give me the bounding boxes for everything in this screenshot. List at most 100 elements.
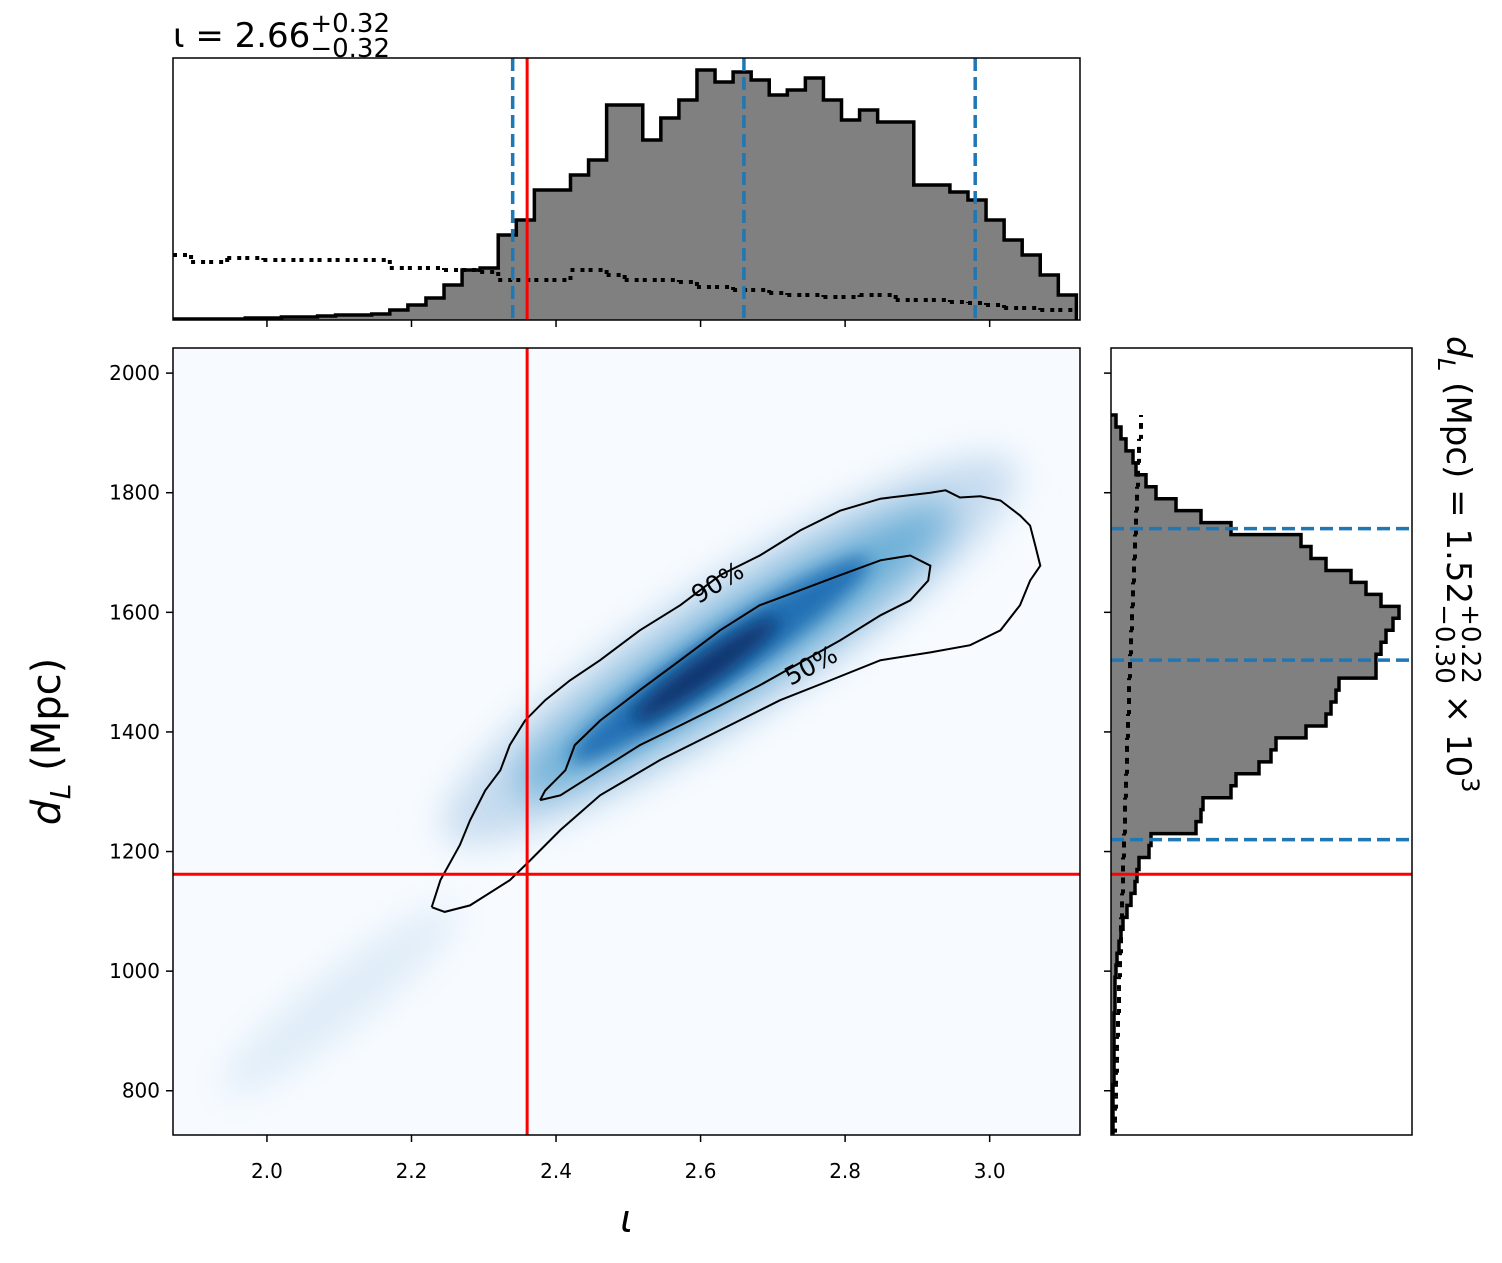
right-label-sup: +0.22 — [1455, 604, 1485, 684]
hist-bar — [1111, 618, 1393, 631]
y-tick-label: 1200 — [109, 840, 160, 864]
hist-bar — [1111, 989, 1115, 1002]
hist-bar — [606, 105, 626, 320]
hist-bar — [1111, 570, 1351, 583]
hist-bar — [931, 185, 951, 320]
hist-bar — [678, 100, 698, 320]
y-tick-label: 1400 — [109, 720, 160, 744]
hist-bar — [1111, 426, 1121, 440]
hist-bar — [570, 175, 590, 320]
hist-bar — [1111, 761, 1259, 775]
hist-bar — [444, 285, 463, 320]
hist-bar — [371, 314, 391, 320]
hist-bar — [895, 122, 915, 320]
hist-bar — [715, 82, 734, 320]
contour — [539, 554, 932, 802]
hist-bar — [353, 315, 373, 320]
hist-outline — [173, 68, 1079, 320]
hist-bar — [877, 122, 897, 320]
panel-frame — [172, 57, 1081, 321]
y-label-unit: (Mpc) — [24, 658, 70, 784]
hist-bar — [805, 78, 824, 320]
hist-bar — [624, 105, 644, 320]
y-axis-label: dL (Mpc) — [24, 658, 77, 825]
hist-bar — [516, 220, 535, 320]
y-tick-label: 800 — [122, 1079, 160, 1103]
hist-bar — [1111, 462, 1136, 476]
hist-bar — [1111, 678, 1339, 691]
hist-bar — [1111, 965, 1116, 978]
hist-bar — [696, 70, 716, 320]
x-axis-label: ι — [620, 1197, 633, 1241]
hist-bar — [1111, 450, 1133, 464]
hist-bar — [1111, 773, 1236, 787]
hist-bar — [1111, 785, 1231, 799]
y-label-symbol: d — [24, 799, 70, 825]
right-label-suffix: × 10 — [1438, 684, 1478, 777]
hist-bar — [751, 80, 770, 320]
hist-bar — [859, 110, 879, 320]
prior-connectors — [1115, 436, 1141, 1111]
hist-bar — [1111, 821, 1196, 835]
density-core — [630, 617, 780, 723]
right-label-symbol: d — [1438, 336, 1478, 358]
hist-bar — [949, 192, 969, 320]
panel-frame — [172, 347, 1081, 1136]
right-label: dL (Mpc) = 1.52+0.22−0.30 × 103 — [1429, 336, 1485, 792]
hist-bar — [913, 185, 933, 320]
hist-bar — [462, 270, 481, 320]
hist-bar — [1111, 893, 1131, 906]
hist-bar — [534, 190, 553, 320]
hist-bar — [1111, 606, 1399, 619]
hist-bar — [642, 140, 662, 320]
right-label-main: (Mpc) = 1.52 — [1438, 371, 1478, 604]
hist-bar — [1111, 438, 1126, 452]
hist-bar — [1111, 546, 1311, 560]
hist-bar — [1111, 486, 1156, 500]
hist-bar — [588, 160, 608, 320]
x-tick-label: 2.8 — [829, 1159, 861, 1183]
hist-bar — [407, 305, 427, 320]
hist-bar — [1111, 929, 1121, 942]
title-main: ι = 2.66 — [173, 16, 310, 56]
hist-bar — [1111, 749, 1271, 763]
hist-bar — [1111, 690, 1336, 703]
hist-bar — [317, 316, 337, 320]
hist-bar — [1111, 725, 1306, 739]
hist-bar — [986, 220, 1005, 320]
hist-bar — [823, 100, 843, 320]
hist-bar — [769, 95, 788, 320]
right-label-sub2: −0.30 — [1429, 604, 1459, 684]
hist-bar — [1111, 630, 1386, 643]
hist-bar — [1111, 797, 1203, 811]
right-label-exp: 3 — [1456, 777, 1484, 792]
title-sup: +0.32 — [310, 9, 390, 39]
hist-bar — [1111, 594, 1381, 607]
hist-bar — [1058, 295, 1077, 320]
hist-bar — [1111, 845, 1149, 859]
hist-bar — [1111, 642, 1381, 655]
hist-bar — [425, 298, 445, 320]
hist-bar — [1111, 654, 1376, 667]
hist-bar — [552, 190, 571, 320]
hist-bar — [1111, 474, 1146, 488]
prior-connectors — [189, 255, 1043, 310]
hist-bar — [1111, 534, 1301, 548]
x-tick-label: 2.6 — [685, 1159, 717, 1183]
hist-bar — [1040, 275, 1059, 320]
hist-outline — [1111, 413, 1401, 1135]
hist-bar — [1022, 255, 1041, 320]
hist-bar — [1111, 558, 1326, 571]
x-tick-label: 3.0 — [974, 1159, 1006, 1183]
hist-bar — [1111, 881, 1135, 894]
panel-frame — [1110, 347, 1413, 1136]
hist-bar — [1111, 414, 1116, 428]
right-label-sub: L — [1432, 358, 1460, 371]
top-histogram — [173, 68, 1079, 320]
density — [220, 455, 1018, 1095]
hist-bar — [1111, 666, 1376, 679]
x-tick-label: 2.2 — [396, 1159, 428, 1183]
hist-bar — [660, 118, 680, 320]
